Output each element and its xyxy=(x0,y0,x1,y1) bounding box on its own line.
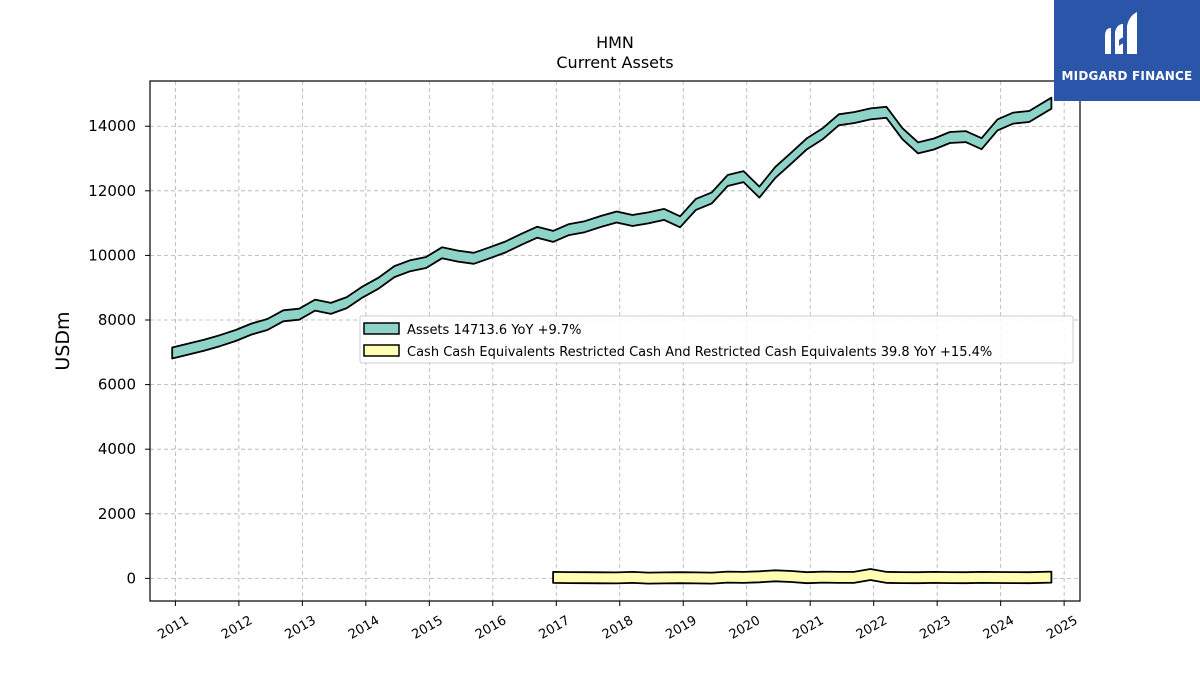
legend-frame xyxy=(359,315,1074,364)
x-tick-label: 2024 xyxy=(981,613,1017,643)
x-tick-label: 2022 xyxy=(854,613,890,643)
x-tick-label: 2021 xyxy=(790,613,826,643)
y-tick-label: 6000 xyxy=(98,376,136,394)
y-tick-label: 10000 xyxy=(88,246,136,264)
x-tick-label: 2012 xyxy=(219,613,255,643)
y-tick-label: 12000 xyxy=(88,182,136,200)
y-tick-label: 14000 xyxy=(88,117,136,135)
chart-title: HMN xyxy=(596,33,634,52)
series-line-0 xyxy=(171,96,1053,360)
y-tick-label: 2000 xyxy=(98,505,136,523)
y-axis: 0 2000 4000 6000 8000 10000 12000 14000 xyxy=(88,117,150,587)
plot-frame xyxy=(149,80,1081,602)
x-tick-label: 2025 xyxy=(1044,613,1080,643)
brand-name: MIDGARD FINANCE xyxy=(1061,69,1193,83)
legend-swatch-assets xyxy=(363,322,400,335)
series-line-1 xyxy=(552,568,1053,585)
chart-subtitle: Current Assets xyxy=(556,53,673,72)
x-tick-label: 2014 xyxy=(346,613,382,643)
x-tick-label: 2023 xyxy=(917,613,953,643)
x-tick-label: 2016 xyxy=(473,613,509,643)
brand-logo: MIDGARD FINANCE xyxy=(1054,0,1200,101)
series-layer xyxy=(171,96,1053,585)
legend-label-assets: Assets 14713.6 YoY +9.7% xyxy=(407,323,582,338)
x-tick-label: 2018 xyxy=(600,613,636,643)
y-tick-label: 0 xyxy=(126,569,136,587)
x-tick-label: 2020 xyxy=(727,613,763,643)
x-tick-label: 2013 xyxy=(283,613,319,643)
y-axis-label: USDm xyxy=(52,311,74,370)
x-tick-label: 2015 xyxy=(409,613,445,643)
y-tick-label: 8000 xyxy=(98,311,136,329)
x-tick-label: 2019 xyxy=(663,613,699,643)
legend-label-cash: Cash Cash Equivalents Restricted Cash An… xyxy=(407,345,992,360)
legend: Assets 14713.6 YoY +9.7% Cash Cash Equiv… xyxy=(359,315,1074,364)
legend-swatch-cash xyxy=(363,344,400,357)
x-tick-label: 2017 xyxy=(536,613,572,643)
midgard-logo-icon xyxy=(1105,12,1137,54)
y-tick-label: 4000 xyxy=(98,440,136,458)
x-axis: 2011 2012 2013 2014 2015 2016 2017 2018 2019 2020… xyxy=(156,601,1080,643)
x-tick-label: 2011 xyxy=(156,613,192,643)
